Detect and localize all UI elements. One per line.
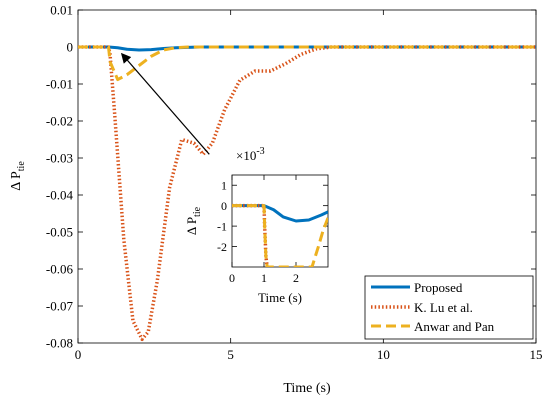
inset-y-tick-label: -1 — [217, 219, 227, 233]
legend-label-proposed: Proposed — [414, 280, 463, 295]
inset-exponent-label: ×10-3 — [236, 146, 265, 163]
main-y-axis-label: Δ Ptie — [9, 161, 27, 191]
legend-entry-anwar-pan: Anwar and Pan — [371, 319, 495, 334]
inset-ticks: 0 1 2 1 0 -1 -2 — [217, 175, 328, 285]
main-y-tick-label: -0.04 — [46, 188, 74, 203]
main-x-axis-label: Time (s) — [283, 381, 331, 396]
main-y-tick-label: -0.06 — [46, 262, 74, 277]
main-y-tick-label: -0.08 — [46, 336, 73, 351]
main-series-line-2 — [78, 45, 536, 82]
inset-series-line-2 — [232, 204, 328, 267]
legend: Proposed K. Lu et al. Anwar and Pan — [364, 275, 534, 340]
inset-x-axis-label: Time (s) — [258, 290, 302, 305]
main-ticks: 0 5 10 150.010-0.01-0.02-0.03-0.04-0.05-0.0… — [46, 3, 543, 362]
main-x-tick-label: 15 — [530, 347, 543, 362]
inset-series — [232, 203, 328, 267]
main-x-tick-label: 5 — [227, 347, 234, 362]
main-x-tick-label: 10 — [377, 347, 390, 362]
inset-plot-area — [231, 174, 329, 268]
main-series-line-1 — [78, 45, 536, 342]
inset-y-tick-label: 1 — [221, 178, 227, 192]
annotation-arrow — [120, 52, 210, 155]
main-y-tick-label: -0.05 — [46, 225, 73, 240]
main-y-tick-label: -0.07 — [46, 299, 74, 314]
main-y-tick-label: -0.01 — [46, 77, 73, 92]
inset-x-tick-label: 0 — [229, 271, 235, 285]
main-y-tick-label: 0 — [67, 40, 74, 55]
legend-label-anwar-pan: Anwar and Pan — [414, 319, 495, 334]
inset-y-tick-label: 0 — [221, 199, 227, 213]
inset-y-axis-label: Δ Ptie — [184, 206, 203, 235]
legend-entry-k-lu: K. Lu et al. — [371, 300, 473, 315]
inset-x-tick-label: 1 — [261, 271, 267, 285]
legend-label-k-lu: K. Lu et al. — [414, 300, 473, 315]
legend-entry-proposed: Proposed — [371, 280, 463, 295]
main-x-tick-label: 0 — [75, 347, 82, 362]
inset-y-tick-label: -2 — [217, 240, 227, 254]
main-y-tick-label: -0.02 — [46, 114, 73, 129]
main-y-tick-label: 0.01 — [50, 3, 73, 18]
inset-x-tick-label: 2 — [293, 271, 299, 285]
inset-chart: 0 1 2 1 0 -1 -2 ×10-3 Time (s) Δ Ptie — [184, 146, 329, 305]
main-series — [78, 45, 536, 342]
main-y-tick-label: -0.03 — [46, 151, 73, 166]
main-series-line-0 — [78, 45, 536, 52]
inset-series-line-0 — [232, 204, 328, 223]
